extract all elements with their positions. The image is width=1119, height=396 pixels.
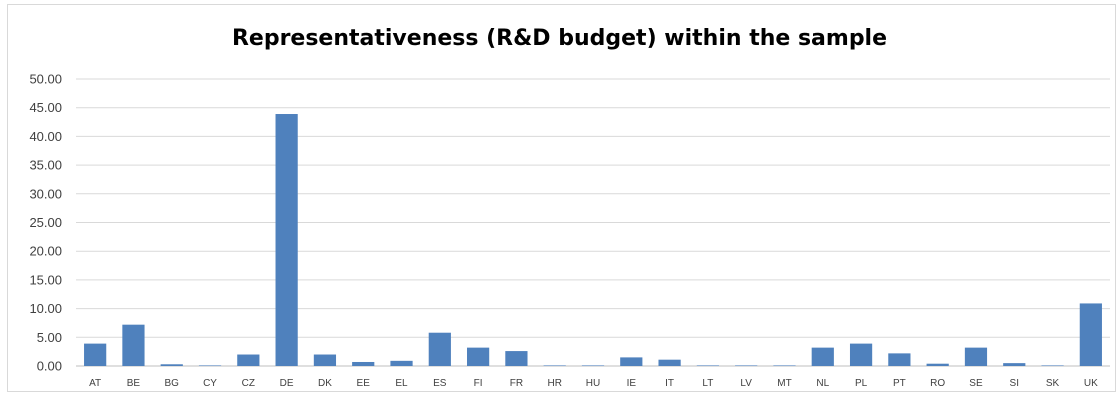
bar-fi	[467, 347, 490, 366]
x-tick-label: PL	[855, 378, 868, 389]
bar-at	[84, 343, 107, 366]
bar-mt	[773, 365, 796, 366]
x-tick-label: BE	[127, 378, 141, 389]
x-tick-label: IT	[665, 378, 674, 389]
bar-fr	[505, 351, 528, 366]
y-tick-label: 45.00	[29, 100, 62, 115]
bar-es	[428, 332, 451, 366]
bar-uk	[1079, 303, 1102, 366]
x-tick-label: DK	[318, 378, 332, 389]
x-tick-label: FR	[510, 378, 523, 389]
bar-hu	[581, 365, 605, 366]
bar-pl	[849, 343, 873, 366]
x-tick-label: EL	[395, 378, 408, 389]
y-axis-ticks: 0.00 5.00 10.00 15.00 20.00 25.00 30.00 35.00 40…	[29, 72, 62, 374]
bars	[84, 114, 1102, 366]
bar-lt	[696, 365, 719, 366]
y-tick-label: 30.00	[29, 186, 62, 201]
bar-nl	[811, 347, 834, 366]
y-tick-label: 10.00	[29, 301, 62, 316]
bar-de	[275, 114, 298, 366]
x-tick-label: DE	[280, 378, 294, 389]
y-tick-label: 50.00	[29, 72, 62, 87]
x-tick-label: LV	[740, 378, 752, 389]
bar-ie	[620, 357, 643, 366]
bar-be	[122, 324, 145, 366]
x-tick-label: SI	[1010, 378, 1019, 389]
x-tick-label: EE	[357, 378, 371, 389]
bar-bg	[160, 364, 183, 366]
y-tick-label: 5.00	[37, 330, 62, 345]
x-tick-label: HU	[586, 378, 600, 389]
y-tick-label: 15.00	[29, 272, 62, 287]
y-tick-label: 0.00	[37, 359, 62, 374]
bar-sk	[1041, 365, 1064, 366]
bar-ro	[926, 363, 949, 366]
x-tick-label: AT	[89, 378, 101, 389]
x-tick-label: SE	[969, 378, 983, 389]
y-tick-label: 25.00	[29, 215, 62, 230]
bar-cz	[237, 354, 260, 366]
bar-dk	[313, 354, 337, 366]
y-tick-label: 35.00	[29, 158, 62, 173]
bar-cy	[198, 365, 222, 366]
x-tick-label: LT	[702, 378, 713, 389]
x-tick-label: RO	[930, 378, 945, 389]
bar-el	[390, 360, 413, 366]
x-tick-label: ES	[433, 378, 447, 389]
gridlines	[76, 78, 1110, 367]
y-tick-label: 20.00	[29, 244, 62, 259]
x-tick-label: MT	[777, 378, 791, 389]
x-tick-label: SK	[1046, 378, 1060, 389]
bar-si	[1003, 363, 1026, 366]
y-tick-label: 40.00	[29, 129, 62, 144]
chart-frame	[7, 4, 1116, 392]
bar-hr	[543, 365, 566, 366]
x-tick-label: BG	[165, 378, 180, 389]
x-axis-ticks: AT BE BG CY CZ DE DK EE EL ES FI FR HR HU IE IT LT LV MT NL…	[89, 378, 1098, 389]
x-tick-label: HR	[547, 378, 561, 389]
x-tick-label: IE	[627, 378, 637, 389]
x-tick-label: NL	[816, 378, 829, 389]
x-tick-label: UK	[1084, 378, 1098, 389]
bar-pt	[888, 353, 911, 366]
x-tick-label: CZ	[242, 378, 255, 389]
x-tick-label: CY	[203, 378, 217, 389]
x-tick-label: FI	[474, 378, 483, 389]
bar-it	[658, 359, 681, 366]
bar-lv	[735, 365, 758, 366]
bar-ee	[352, 361, 375, 366]
chart-title: Representativeness (R&D budget) within t…	[231, 26, 888, 51]
bar-se	[964, 347, 988, 366]
x-tick-label: PT	[893, 378, 906, 389]
